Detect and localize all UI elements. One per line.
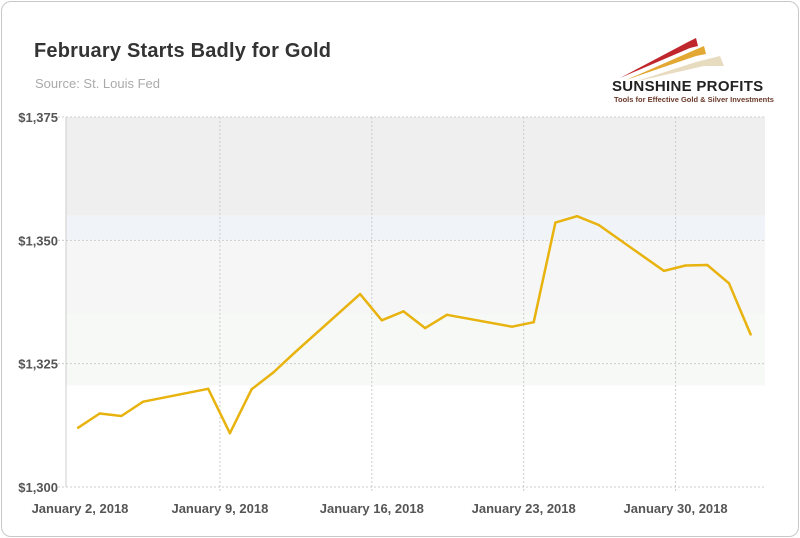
data-point [228,432,232,435]
data-point [706,263,709,267]
chart-title: February Starts Badly for Gold [34,40,332,62]
data-point [402,310,405,313]
data-point [76,426,80,429]
y-tick-label: $1,325 [18,357,58,372]
x-tick-label: January 30, 2018 [624,501,728,516]
background-band [66,117,765,216]
data-point [272,371,275,374]
data-point [141,400,145,403]
data-point [727,282,731,285]
gold-price-line [77,214,752,435]
data-point [554,221,557,224]
background-band [66,215,765,240]
data-point [575,214,579,218]
data-point [250,388,253,391]
data-point [684,264,687,267]
x-tick-label: January 9, 2018 [171,501,268,516]
data-point [445,313,449,317]
data-point [358,292,362,296]
y-tick-label: $1,300 [18,480,58,495]
data-point [207,387,210,391]
data-point [120,414,123,418]
background-band [66,239,765,315]
data-point [532,321,535,324]
data-point [380,319,383,322]
y-tick-label: $1,350 [18,233,58,248]
data-point [662,269,666,273]
data-point [424,326,427,330]
chart-source: Source: St. Louis Fed [35,76,161,91]
data-point [597,223,600,227]
data-point [510,325,514,328]
logo-tagline: Tools for Effective Gold & Silver Invest… [614,95,774,104]
sunshine-profits-logo-icon [620,38,724,82]
x-tick-label: January 2, 2018 [32,501,129,516]
data-point [293,351,297,354]
background-band [66,314,765,386]
y-tick-label: $1,375 [18,110,58,125]
x-tick-label: January 23, 2018 [472,501,576,516]
x-tick-label: January 16, 2018 [320,501,424,516]
logo-name: SUNSHINE PROFITS [612,78,764,95]
data-point [98,412,101,415]
data-point [749,333,752,336]
